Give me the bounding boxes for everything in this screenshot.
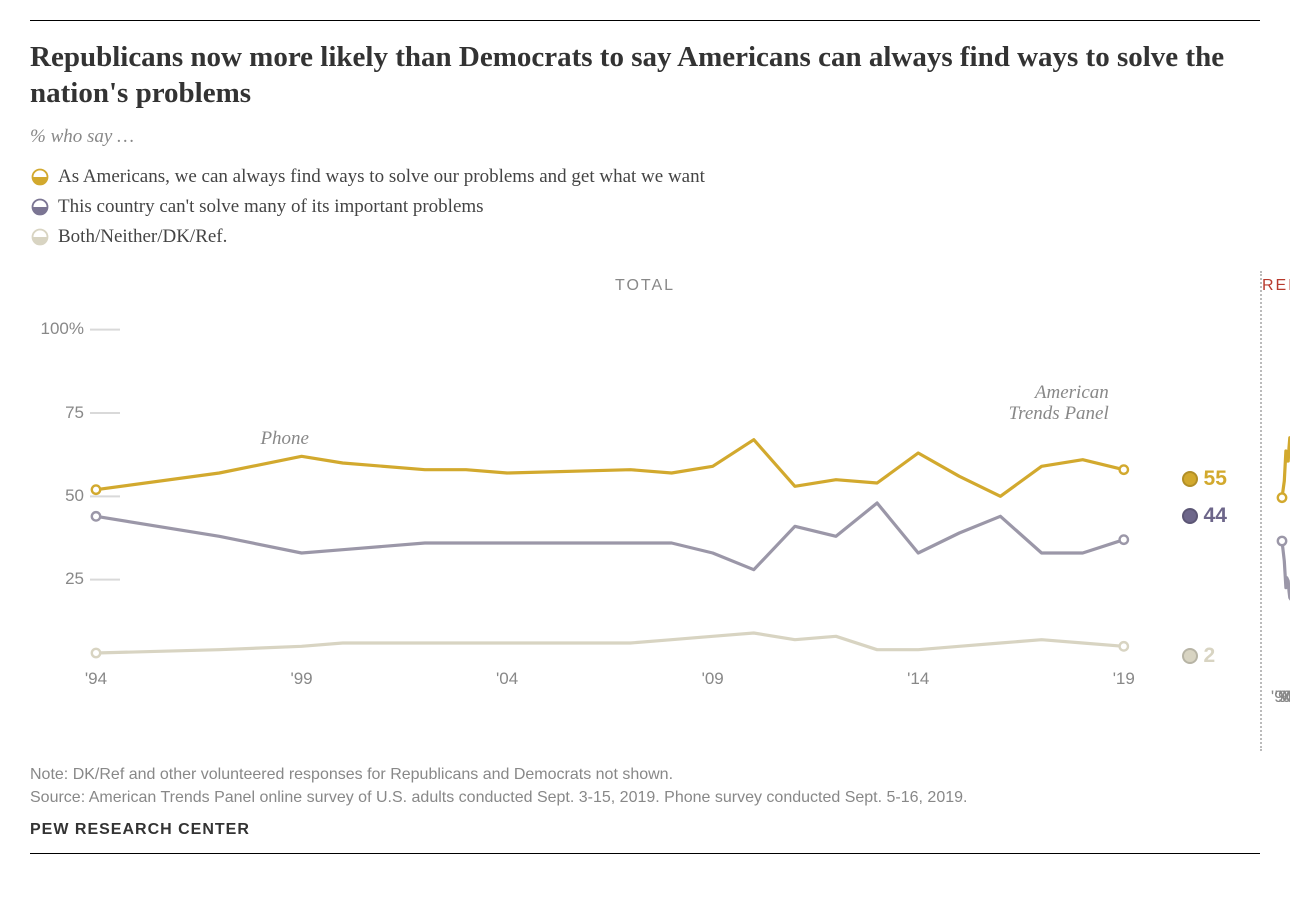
legend-label: This country can't solve many of its imp…: [58, 192, 484, 222]
legend-item: As Americans, we can always find ways to…: [30, 162, 1260, 192]
series-marker: [92, 648, 100, 656]
legend-item: Both/Neither/DK/Ref.: [30, 222, 1260, 252]
series-marker: [1278, 493, 1286, 501]
series-marker: [92, 485, 100, 493]
chart-panel-rep: REP/LEAN REP '94'99'04'09'14'196237: [1260, 271, 1290, 751]
chart-svg: [1262, 321, 1290, 731]
atp-label-cant: 44: [1204, 504, 1227, 528]
x-tick-label: '94: [85, 669, 107, 689]
series-marker: [1120, 642, 1128, 650]
x-tick-label: '14: [907, 669, 929, 689]
plot-area: '94'99'04'09'14'196237: [1262, 321, 1290, 751]
chart-panels: TOTAL 25 50 75 100% '94 '99 '04 '09 '14 '19 55 44 2 Ph…: [30, 271, 1260, 751]
plot-area: 25 50 75 100% '94 '99 '04 '09 '14 '19 55 44 2 Phone Am…: [30, 303, 1260, 733]
panel-title: REP/LEAN REP: [1262, 277, 1290, 313]
legend: As Americans, we can always find ways to…: [30, 162, 1260, 253]
series-line-cant: [96, 503, 1124, 570]
series-marker: [1120, 465, 1128, 473]
annotation-atp-line: American: [1009, 383, 1109, 404]
panel-title: TOTAL: [30, 277, 1260, 295]
chart-svg: [30, 303, 1260, 713]
series-marker: [92, 512, 100, 520]
series-line-cant: [1282, 517, 1290, 604]
annotation-atp-line: Trends Panel: [1009, 404, 1109, 425]
legend-marker-icon: [30, 227, 50, 247]
y-tick-label: 75: [30, 403, 84, 423]
legend-label: Both/Neither/DK/Ref.: [58, 222, 227, 252]
x-tick-label: '19: [1113, 669, 1135, 689]
chart-headline: Republicans now more likely than Democra…: [30, 39, 1260, 112]
x-tick-label: '04: [496, 669, 518, 689]
y-tick-label: 25: [30, 569, 84, 589]
atp-label-both: 2: [1204, 644, 1216, 668]
atp-point-both: [1182, 648, 1198, 664]
legend-label: As Americans, we can always find ways to…: [58, 162, 705, 192]
y-tick-label: 50: [30, 486, 84, 506]
chart-panel-total: TOTAL 25 50 75 100% '94 '99 '04 '09 '14 '19 55 44 2 Ph…: [30, 271, 1260, 751]
series-line-solve: [96, 439, 1124, 496]
brand-label: PEW RESEARCH CENTER: [30, 821, 1260, 839]
bottom-rule: [30, 853, 1260, 854]
top-rule: [30, 20, 1260, 21]
series-marker: [1120, 535, 1128, 543]
chart-subhead: % who say …: [30, 126, 1260, 148]
series-line-both: [96, 633, 1124, 653]
series-marker: [1278, 536, 1286, 544]
annotation-phone: Phone: [260, 429, 309, 450]
legend-marker-icon: [30, 167, 50, 187]
chart-source: Source: American Trends Panel online sur…: [30, 786, 1260, 809]
x-tick-label: '09: [702, 669, 724, 689]
atp-point-solve: [1182, 471, 1198, 487]
atp-point-cant: [1182, 508, 1198, 524]
chart-note: Note: DK/Ref and other volunteered respo…: [30, 763, 1260, 786]
atp-label-solve: 55: [1204, 467, 1227, 491]
y-tick-label: 100%: [30, 319, 84, 339]
x-tick-label: '99: [290, 669, 312, 689]
annotation-atp: AmericanTrends Panel: [1009, 383, 1109, 425]
legend-item: This country can't solve many of its imp…: [30, 192, 1260, 222]
legend-marker-icon: [30, 197, 50, 217]
